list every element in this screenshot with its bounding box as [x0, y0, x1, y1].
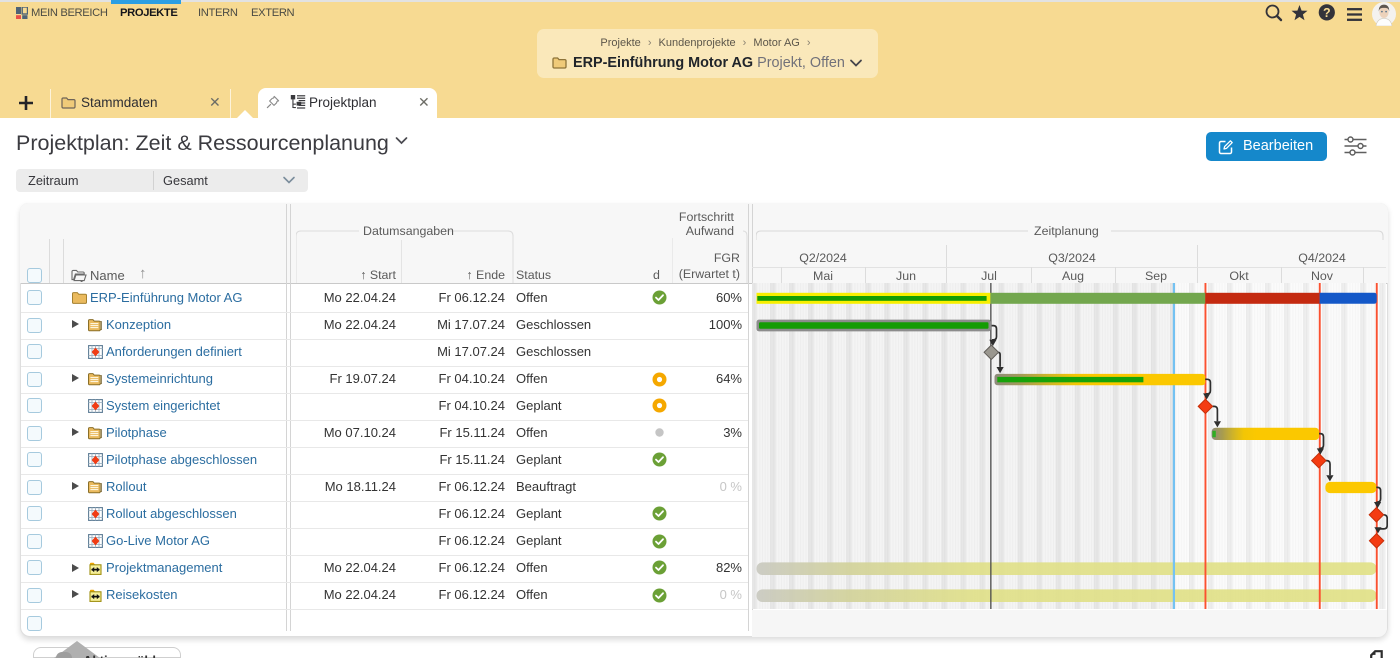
svg-text:?: ? [1323, 6, 1331, 20]
